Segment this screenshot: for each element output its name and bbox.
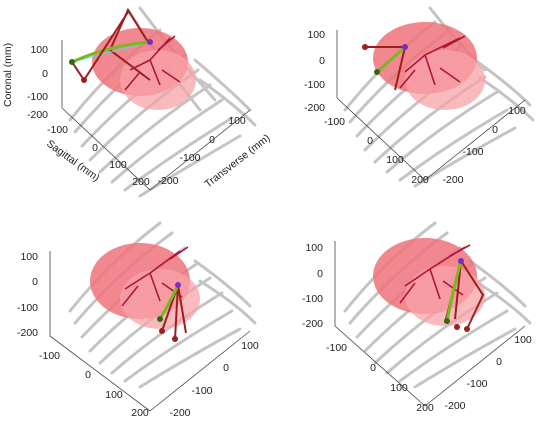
vessels bbox=[399, 35, 466, 89]
sagittal-tick-label: 0 bbox=[367, 135, 373, 147]
transverse-tick-label: 0 bbox=[209, 134, 215, 146]
transverse-ticks: 100 0 -100 -200 bbox=[169, 340, 258, 419]
transverse-tick-label: 100 bbox=[228, 115, 246, 127]
transverse-tick-label: 100 bbox=[241, 340, 259, 352]
sagittal-tick-label: -100 bbox=[324, 116, 345, 128]
transverse-ticks: 100 0 -100 -200 bbox=[157, 115, 245, 187]
transverse-tick-label: -100 bbox=[462, 146, 483, 158]
axis-lines bbox=[334, 241, 526, 407]
tool-trajectory bbox=[69, 7, 153, 83]
sagittal-tick-label: -100 bbox=[326, 342, 347, 354]
sagittal-tick-label: 200 bbox=[416, 402, 434, 414]
sagittal-tick-label: 100 bbox=[386, 154, 404, 166]
plot-3d-bottom-left: 100 0 -100 -200 -100 0 100 200 100 0 -10… bbox=[17, 221, 259, 419]
sagittal-tick-label: -100 bbox=[47, 124, 68, 136]
coronal-ticks: 100 0 -100 -200 bbox=[27, 44, 48, 121]
sagittal-ticks: -100 0 100 200 bbox=[326, 342, 434, 414]
coronal-tick-label: 100 bbox=[20, 251, 38, 263]
coronal-tick-label: 0 bbox=[32, 276, 38, 288]
sagittal-tick-label: 0 bbox=[85, 369, 91, 381]
transverse-tick-label: 100 bbox=[514, 334, 532, 346]
axis-lines bbox=[336, 30, 526, 181]
coronal-tick-label: -200 bbox=[302, 318, 323, 330]
transverse-tick-label: -100 bbox=[191, 385, 212, 397]
vessels bbox=[124, 35, 181, 91]
transverse-tick-label: -200 bbox=[157, 175, 178, 187]
coronal-tick-label: -200 bbox=[27, 109, 48, 121]
transverse-tick-label: 100 bbox=[508, 105, 526, 117]
transverse-tick-label: -200 bbox=[442, 174, 463, 186]
panel-top-right: 100 0 -100 -200 -100 0 100 200 100 0 -10… bbox=[275, 0, 550, 210]
sagittal-ticks: -100 0 100 200 bbox=[39, 350, 149, 419]
sagittal-tick-label: 200 bbox=[132, 176, 150, 188]
sagittal-tick-label: 0 bbox=[370, 362, 376, 374]
tool-trajectory bbox=[157, 282, 187, 342]
coronal-ticks: 100 0 -100 -200 bbox=[302, 242, 323, 330]
axis-lines bbox=[49, 251, 251, 412]
plot-3d-top-right: 100 0 -100 -200 -100 0 100 200 100 0 -10… bbox=[304, 6, 535, 188]
coronal-tick-label: -200 bbox=[304, 102, 325, 114]
panel-bottom-left: 100 0 -100 -200 -100 0 100 200 100 0 -10… bbox=[0, 211, 275, 421]
coronal-tick-label: -100 bbox=[27, 91, 48, 103]
vessels bbox=[121, 246, 189, 307]
sagittal-tick-label: 0 bbox=[92, 142, 98, 154]
coronal-tick-label: 100 bbox=[305, 242, 323, 254]
coronal-tick-label: -100 bbox=[17, 302, 38, 314]
panel-bottom-right: 100 0 -100 -200 -100 0 100 200 100 0 -10… bbox=[275, 211, 550, 421]
sagittal-tick-label: 100 bbox=[105, 389, 123, 401]
coronal-tick-label: 0 bbox=[42, 68, 48, 80]
axis-lines bbox=[61, 40, 251, 191]
sagittal-tick-label: 100 bbox=[109, 159, 127, 171]
coronal-tick-label: 100 bbox=[307, 29, 325, 41]
coronal-tick-label: -200 bbox=[17, 327, 38, 339]
coronal-tick-label: -100 bbox=[302, 293, 323, 305]
sagittal-tick-label: 100 bbox=[390, 382, 408, 394]
coronal-tick-label: 0 bbox=[317, 268, 323, 280]
coronal-tick-label: 100 bbox=[30, 44, 48, 56]
tool-trajectory bbox=[362, 44, 408, 91]
transverse-tick-label: 0 bbox=[496, 356, 502, 368]
sagittal-ticks: -100 0 100 200 bbox=[324, 116, 429, 186]
transverse-ticks: 100 0 -100 -200 bbox=[442, 105, 525, 186]
transverse-ticks: 100 0 -100 -200 bbox=[444, 334, 531, 412]
transverse-tick-label: 0 bbox=[223, 362, 229, 374]
coronal-ticks: 100 0 -100 -200 bbox=[304, 29, 325, 114]
coronal-axis-label: Coronal (mm) bbox=[2, 43, 14, 107]
transverse-tick-label: -100 bbox=[179, 152, 200, 164]
sagittal-tick-label: 200 bbox=[411, 174, 429, 186]
transverse-tick-label: -100 bbox=[466, 378, 487, 390]
transverse-tick-label: -200 bbox=[444, 400, 465, 412]
tool-trajectory bbox=[444, 258, 485, 332]
lung-surface bbox=[373, 238, 485, 326]
transverse-tick-label: -200 bbox=[169, 407, 190, 419]
panel-top-left: 100 0 -100 -200 -100 0 100 200 100 0 -10… bbox=[0, 0, 275, 210]
sagittal-ticks: -100 0 100 200 bbox=[47, 124, 150, 188]
transverse-tick-label: 0 bbox=[492, 124, 498, 136]
plot-3d-top-left: 100 0 -100 -200 -100 0 100 200 100 0 -10… bbox=[2, 6, 273, 198]
plot-3d-bottom-right: 100 0 -100 -200 -100 0 100 200 100 0 -10… bbox=[302, 221, 532, 414]
coronal-ticks: 100 0 -100 -200 bbox=[17, 251, 38, 339]
coronal-tick-label: -100 bbox=[304, 79, 325, 91]
coronal-tick-label: 0 bbox=[319, 55, 325, 67]
sagittal-tick-label: -100 bbox=[39, 350, 60, 362]
sagittal-tick-label: 200 bbox=[131, 407, 149, 419]
